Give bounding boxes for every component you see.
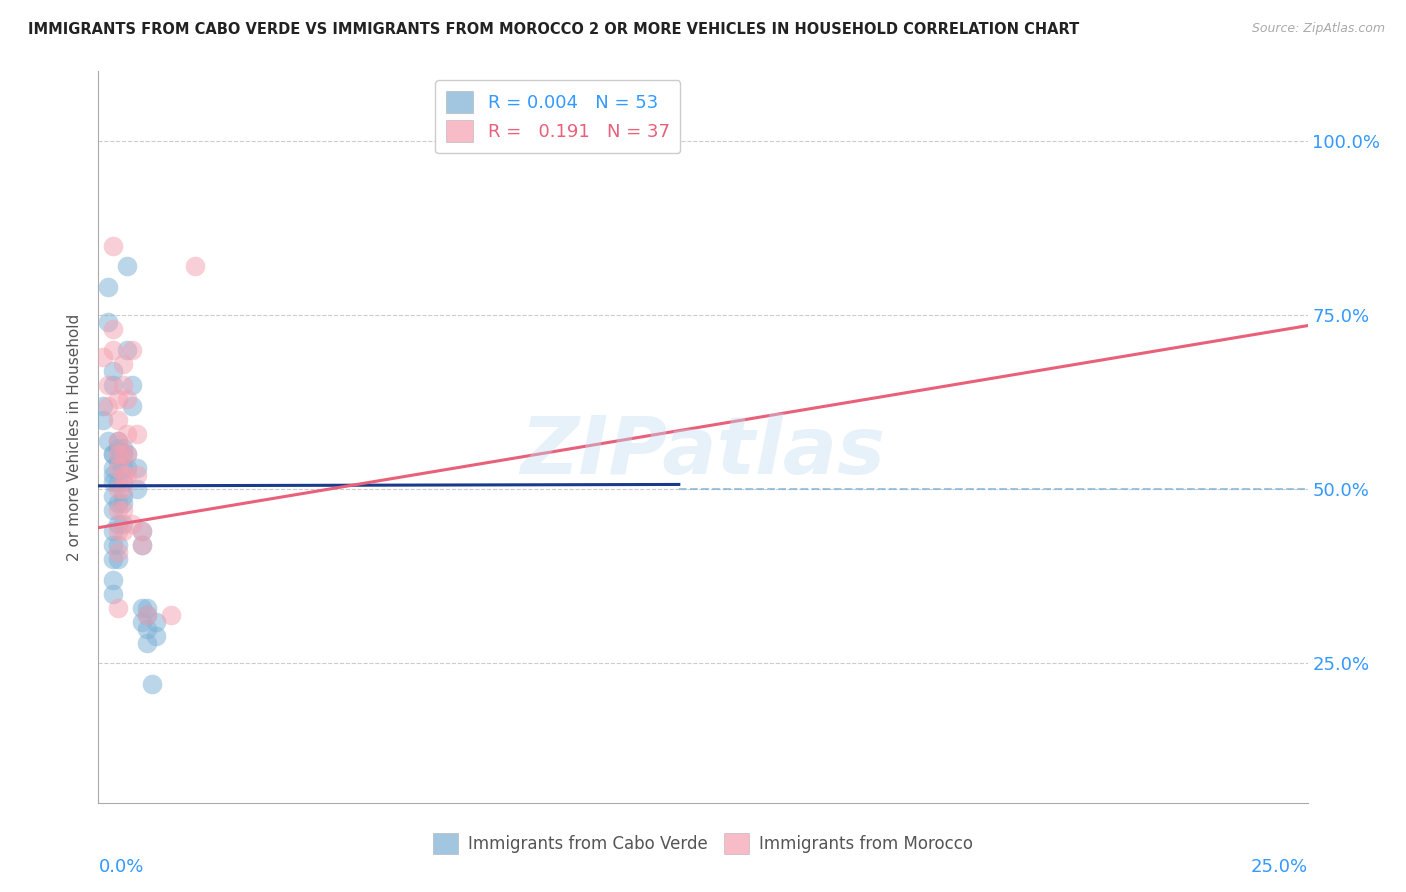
Point	[111, 483, 134, 497]
Point	[107, 448, 129, 462]
Point	[145, 615, 167, 629]
Point	[107, 483, 129, 497]
Point	[107, 538, 129, 552]
Point	[101, 524, 124, 538]
Point	[121, 343, 143, 357]
Point	[111, 475, 134, 490]
Text: IMMIGRANTS FROM CABO VERDE VS IMMIGRANTS FROM MOROCCO 2 OR MORE VEHICLES IN HOUS: IMMIGRANTS FROM CABO VERDE VS IMMIGRANTS…	[28, 22, 1080, 37]
Point	[135, 635, 157, 649]
Point	[117, 468, 139, 483]
Point	[107, 441, 129, 455]
Point	[121, 399, 143, 413]
Point	[107, 552, 129, 566]
Point	[101, 343, 124, 357]
Point	[111, 448, 134, 462]
Point	[101, 322, 124, 336]
Point	[141, 677, 163, 691]
Point	[117, 448, 139, 462]
Point	[107, 461, 129, 475]
Point	[117, 426, 139, 441]
Point	[117, 448, 139, 462]
Point	[101, 489, 124, 503]
Point	[131, 538, 153, 552]
Point	[117, 260, 139, 274]
Point	[101, 448, 124, 462]
Point	[97, 399, 120, 413]
Point	[101, 468, 124, 483]
Point	[101, 238, 124, 252]
Point	[101, 587, 124, 601]
Point	[107, 392, 129, 406]
Point	[101, 538, 124, 552]
Point	[121, 517, 143, 532]
Point	[97, 315, 120, 329]
Point	[107, 434, 129, 448]
Point	[117, 461, 139, 475]
Point	[107, 454, 129, 468]
Point	[111, 524, 134, 538]
Point	[101, 461, 124, 475]
Text: 25.0%: 25.0%	[1250, 858, 1308, 876]
Point	[117, 343, 139, 357]
Point	[131, 524, 153, 538]
Point	[101, 573, 124, 587]
Point	[127, 483, 149, 497]
Point	[107, 412, 129, 426]
Point	[97, 434, 120, 448]
Text: Source: ZipAtlas.com: Source: ZipAtlas.com	[1251, 22, 1385, 36]
Point	[107, 524, 129, 538]
Point	[101, 503, 124, 517]
Point	[111, 377, 134, 392]
Text: ZIPatlas: ZIPatlas	[520, 413, 886, 491]
Point	[107, 475, 129, 490]
Point	[97, 377, 120, 392]
Point	[91, 412, 114, 426]
Point	[160, 607, 183, 622]
Point	[101, 364, 124, 378]
Point	[135, 607, 157, 622]
Point	[101, 377, 124, 392]
Point	[131, 524, 153, 538]
Point	[111, 496, 134, 510]
Point	[101, 552, 124, 566]
Point	[111, 461, 134, 475]
Point	[111, 448, 134, 462]
Point	[121, 377, 143, 392]
Point	[135, 607, 157, 622]
Point	[111, 357, 134, 371]
Point	[111, 517, 134, 532]
Point	[91, 399, 114, 413]
Point	[107, 434, 129, 448]
Point	[107, 503, 129, 517]
Point	[107, 517, 129, 532]
Point	[111, 503, 134, 517]
Y-axis label: 2 or more Vehicles in Household: 2 or more Vehicles in Household	[67, 313, 83, 561]
Point	[127, 468, 149, 483]
Point	[145, 629, 167, 643]
Point	[131, 600, 153, 615]
Point	[184, 260, 207, 274]
Point	[107, 545, 129, 559]
Point	[127, 426, 149, 441]
Point	[111, 441, 134, 455]
Text: 0.0%: 0.0%	[98, 858, 143, 876]
Point	[135, 622, 157, 636]
Point	[101, 448, 124, 462]
Point	[135, 600, 157, 615]
Point	[117, 392, 139, 406]
Point	[107, 496, 129, 510]
Point	[97, 280, 120, 294]
Point	[131, 538, 153, 552]
Point	[111, 468, 134, 483]
Legend: Immigrants from Cabo Verde, Immigrants from Morocco: Immigrants from Cabo Verde, Immigrants f…	[426, 827, 980, 860]
Point	[111, 489, 134, 503]
Point	[91, 350, 114, 364]
Point	[107, 600, 129, 615]
Point	[101, 475, 124, 490]
Point	[127, 461, 149, 475]
Point	[131, 615, 153, 629]
